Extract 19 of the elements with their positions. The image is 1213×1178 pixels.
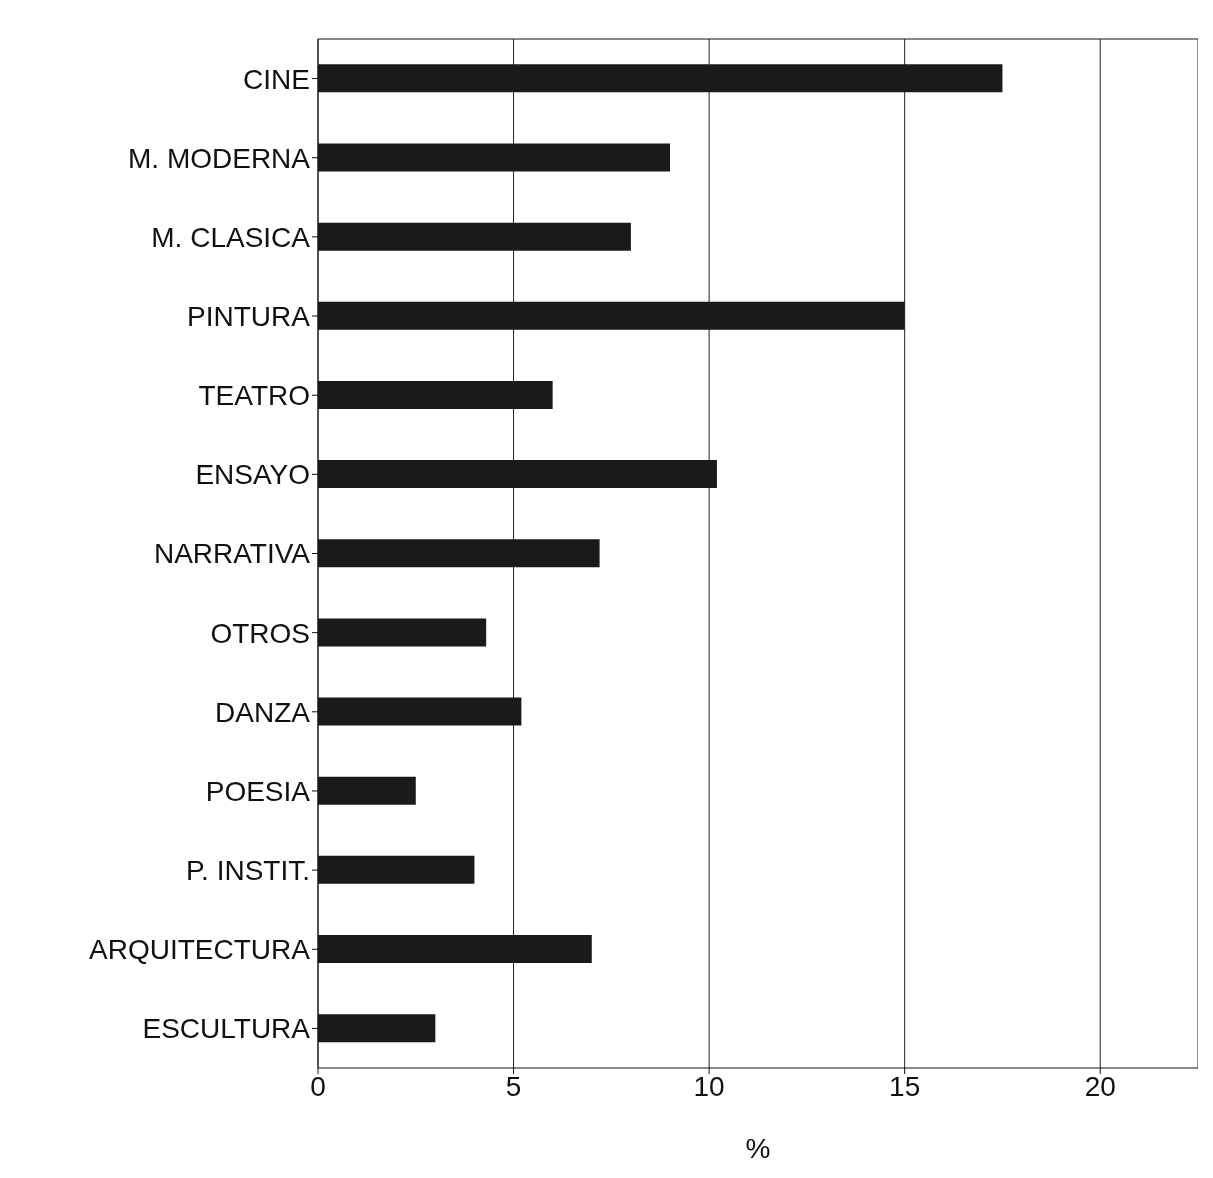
y-tick-label: M. MODERNA [128,142,311,174]
y-tick-label: P. INSTIT. [186,855,310,887]
y-tick-label: ESCULTURA [142,1013,311,1045]
y-tick-label: NARRATIVA [153,538,311,570]
y-tick-label: ENSAYO [195,459,310,491]
y-tick-label: CINE [243,63,310,95]
y-tick-label: DANZA [215,696,311,728]
y-tick-label: OTROS [210,617,310,649]
x-tick-label: 5 [505,1070,522,1102]
x-tick-label: 20 [1084,1070,1116,1102]
y-tick-label: POESIA [205,775,311,807]
x-tick-label: 15 [889,1070,921,1102]
y-tick-label: TEATRO [198,380,310,412]
y-tick-label: M. CLASICA [151,221,311,253]
y-tick-label: ARQUITECTURA [89,934,311,966]
x-axis-title: % [745,1133,771,1164]
y-tick-label: PINTURA [187,300,311,332]
x-tick-label: 10 [693,1070,725,1102]
x-tick-label: 0 [310,1070,326,1102]
